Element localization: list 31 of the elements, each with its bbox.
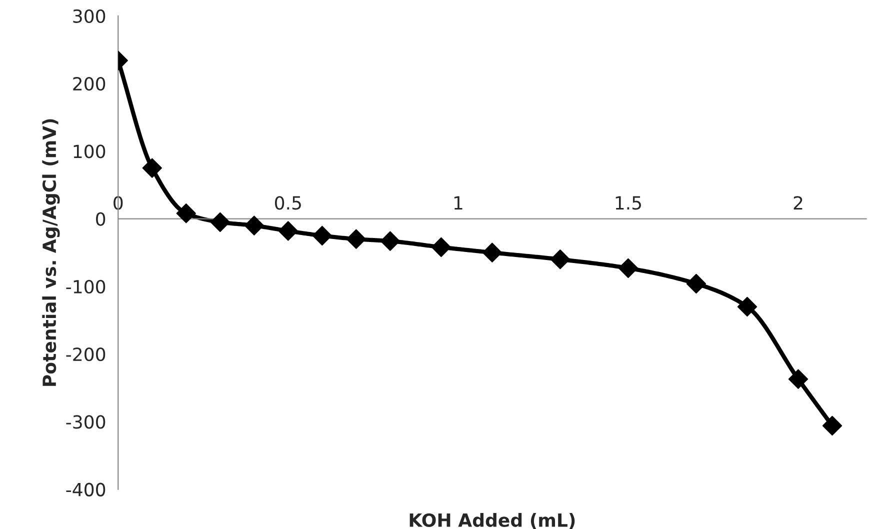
point	[822, 416, 842, 436]
x-tick-label: 1	[454, 196, 462, 210]
y-tick-label: -300	[66, 415, 106, 429]
y-tick-label: -100	[66, 280, 106, 294]
x-tick-label: 0	[114, 196, 123, 210]
point	[244, 216, 264, 236]
x-axis-title: KOH Added (mL)	[410, 513, 575, 529]
point	[482, 242, 502, 262]
y-tick-label: -400	[66, 482, 106, 496]
point	[312, 226, 332, 246]
y-tick-label: 100	[74, 144, 106, 158]
y-tick-label: 300	[73, 9, 106, 23]
point	[788, 369, 808, 389]
point	[142, 158, 162, 178]
x-tick-label: 2	[794, 196, 802, 210]
point	[686, 274, 706, 294]
y-axis-title: Potential vs. Ag/AgCl (mV)	[42, 119, 60, 386]
y-tick-label: -200	[66, 348, 106, 362]
y-tick-label: 200	[73, 76, 106, 91]
point	[737, 296, 758, 317]
point	[346, 229, 366, 249]
point	[176, 204, 196, 224]
x-tick-label: 0.5	[274, 196, 301, 210]
point	[550, 250, 570, 270]
point	[380, 231, 400, 251]
point	[278, 221, 298, 241]
point	[210, 212, 230, 232]
x-tick-label: 1.5	[616, 196, 641, 210]
point	[618, 258, 638, 278]
y-tick-label: 0	[96, 212, 106, 226]
point	[431, 237, 452, 258]
